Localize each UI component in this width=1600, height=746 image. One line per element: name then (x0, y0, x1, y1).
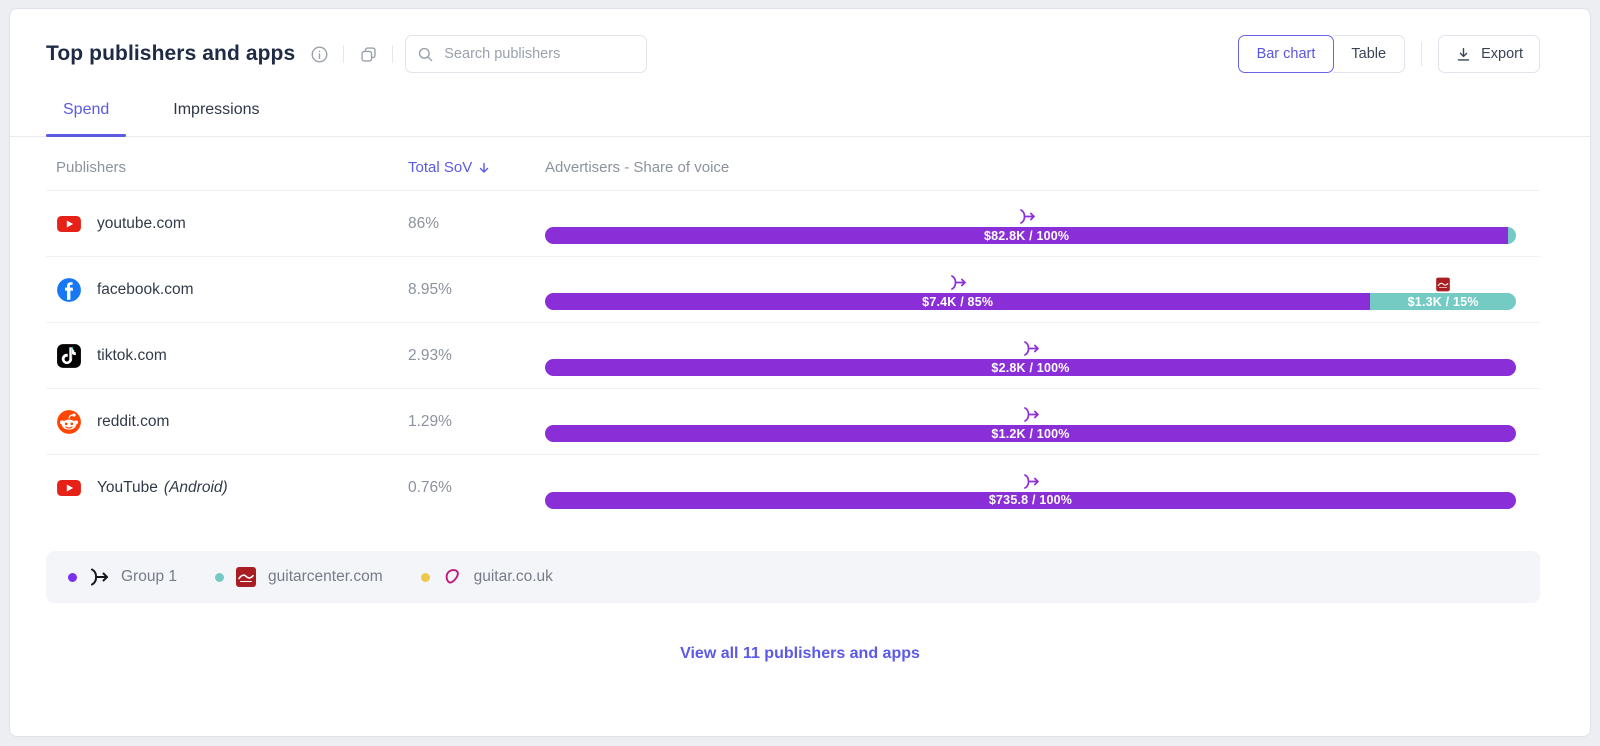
column-header-total-sov[interactable]: Total SoV (408, 159, 545, 176)
divider (392, 45, 394, 63)
publisher-icon (56, 277, 82, 303)
view-all-container: View all 11 publishers and apps (10, 645, 1590, 663)
export-button[interactable]: Export (1438, 35, 1540, 73)
total-sov-value: 1.29% (408, 412, 452, 430)
legend-icon (235, 566, 257, 588)
share-of-voice-bar[interactable]: $735.8 / 100% (545, 491, 1516, 509)
advertiser-markers (545, 468, 1516, 492)
group-merge-icon (1020, 405, 1041, 424)
column-header-advertisers: Advertisers - Share of voice (545, 159, 730, 176)
share-of-voice-bar[interactable]: $82.8K / 100% (545, 227, 1516, 244)
legend-label: guitarcenter.com (268, 568, 383, 585)
segment-value-label: $1.2K / 100% (991, 426, 1070, 441)
export-label: Export (1481, 46, 1523, 62)
total-sov-value: 86% (408, 214, 440, 232)
view-all-link[interactable]: View all 11 publishers and apps (680, 645, 920, 662)
publisher-row: YouTube (Android) 0.76% $735.8 / 100% (46, 455, 1540, 521)
total-sov-label: Total SoV (408, 159, 473, 176)
top-publishers-card: Top publishers and apps Bar chart Table … (9, 8, 1591, 737)
column-header-publishers: Publishers (56, 159, 127, 176)
copy-icon[interactable] (356, 42, 380, 66)
publisher-name: reddit.com (97, 412, 170, 430)
segment-value-label: $82.8K / 100% (983, 228, 1070, 243)
legend-item[interactable]: Group 1 (68, 566, 177, 588)
chart-legend: Group 1 guitarcenter.com guitar.co.uk (46, 551, 1540, 603)
legend-dot (68, 572, 77, 582)
legend-item[interactable]: guitar.co.uk (420, 566, 553, 588)
sov-segment-group-1[interactable]: $7.4K / 85% (545, 293, 1371, 310)
segment-value-label: $735.8 / 100% (988, 493, 1073, 507)
publisher-icon (56, 343, 82, 369)
advertiser-markers (545, 335, 1516, 359)
publisher-rows: youtube.com 86% $82.8K / 100% facebook.c… (10, 191, 1590, 521)
search-input[interactable] (406, 36, 647, 72)
advertiser-markers (545, 203, 1516, 227)
tab-spend[interactable]: Spend (46, 101, 127, 137)
legend-item[interactable]: guitarcenter.com (215, 566, 383, 588)
advertiser-markers (545, 401, 1516, 425)
share-of-voice-bar[interactable]: $7.4K / 85% $1.3K / 15% (545, 293, 1516, 310)
table-header: Publishers Total SoV Advertisers - Share… (46, 137, 1540, 191)
sov-segment-group-1[interactable]: $82.8K / 100% (545, 227, 1509, 244)
publisher-icon (56, 409, 82, 435)
sov-segment-guitarcenter-com[interactable]: $1.3K / 15% (1370, 293, 1516, 310)
sov-segment-group-1[interactable]: $2.8K / 100% (545, 359, 1516, 376)
segment-value-label: $7.4K / 85% (922, 294, 994, 309)
info-icon[interactable] (307, 42, 331, 66)
divider (343, 45, 345, 63)
search-icon (417, 46, 434, 63)
segment-value-label: $2.8K / 100% (991, 360, 1070, 375)
publisher-name: tiktok.com (97, 346, 167, 364)
legend-icon (441, 566, 463, 588)
total-sov-value: 8.95% (408, 280, 452, 298)
search-box[interactable] (405, 35, 648, 73)
publisher-row: reddit.com 1.29% $1.2K / 100% (46, 389, 1540, 455)
sov-segment-group-1[interactable]: $1.2K / 100% (545, 425, 1516, 442)
publisher-name: YouTube (97, 479, 158, 496)
group-merge-icon (947, 273, 968, 292)
table-toggle-button[interactable]: Table (1333, 35, 1406, 73)
view-toggle: Bar chart Table (1237, 35, 1406, 73)
download-icon (1455, 46, 1472, 63)
publisher-icon (56, 211, 82, 237)
legend-label: guitar.co.uk (473, 568, 553, 585)
legend-dot (215, 572, 225, 582)
publisher-row: facebook.com 8.95% $7.4K / 85% $1.3K / 15… (46, 257, 1540, 323)
metric-tabs: Spend Impressions (10, 73, 1590, 137)
publisher-name-suffix: (Android) (163, 479, 228, 496)
publisher-row: youtube.com 86% $82.8K / 100% (46, 191, 1540, 257)
total-sov-value: 2.93% (408, 346, 452, 364)
divider (1421, 42, 1423, 66)
card-header: Top publishers and apps Bar chart Table … (10, 9, 1590, 73)
share-of-voice-bar[interactable]: $1.2K / 100% (545, 425, 1516, 442)
publisher-row: tiktok.com 2.93% $2.8K / 100% (46, 323, 1540, 389)
bar-chart-toggle-button[interactable]: Bar chart (1237, 35, 1335, 73)
publisher-icon (56, 475, 82, 501)
sov-segment-guitarcenter-com[interactable] (1508, 227, 1516, 244)
group-merge-icon (1016, 207, 1037, 226)
segment-value-label: $1.3K / 15% (1407, 294, 1479, 309)
advertiser-markers (545, 269, 1516, 293)
legend-icon (88, 566, 110, 588)
tab-impressions[interactable]: Impressions (173, 101, 260, 118)
publisher-name: facebook.com (97, 280, 194, 298)
share-of-voice-bar[interactable]: $2.8K / 100% (545, 359, 1516, 376)
legend-label: Group 1 (121, 568, 178, 585)
sov-segment-group-1[interactable]: $735.8 / 100% (545, 491, 1516, 509)
guitarcenter-favicon-icon (1436, 277, 1451, 292)
page-title: Top publishers and apps (46, 42, 296, 65)
total-sov-value: 0.76% (408, 479, 452, 496)
group-merge-icon (1020, 472, 1041, 491)
group-merge-icon (1020, 339, 1041, 358)
sort-desc-icon (477, 161, 491, 175)
publisher-name: youtube.com (97, 214, 186, 232)
legend-dot (420, 572, 430, 582)
